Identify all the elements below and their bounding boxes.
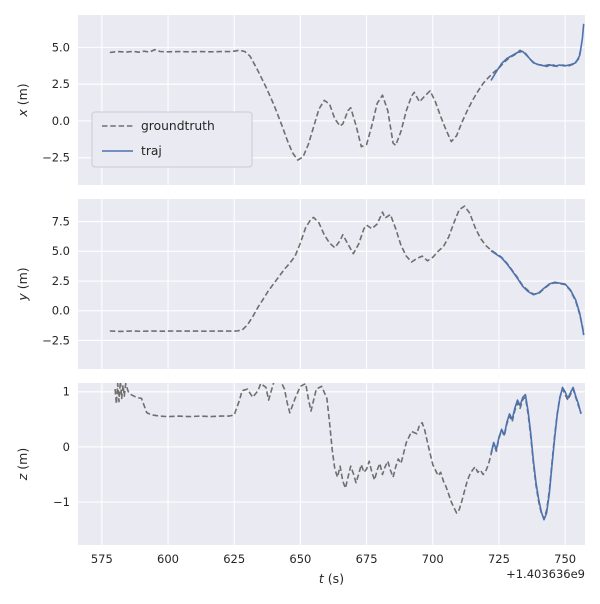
series-line-groundtruth xyxy=(114,383,582,520)
legend-label-traj: traj xyxy=(141,144,162,158)
y-tick-label: 7.5 xyxy=(52,214,70,228)
y-tick-label: 0.0 xyxy=(52,304,70,318)
x-tick-label: 650 xyxy=(289,552,311,566)
legend: groundtruth traj xyxy=(91,111,253,168)
x-tick-label: 700 xyxy=(422,552,444,566)
y-tick-label: 0.0 xyxy=(52,114,70,128)
series-line-traj xyxy=(490,386,582,521)
legend-label-groundtruth: groundtruth xyxy=(141,119,215,133)
panel-background xyxy=(78,383,585,545)
y-axis-label-x: x (m) xyxy=(15,83,30,117)
y-tick-label: 0 xyxy=(63,440,70,454)
x-tick-label: 750 xyxy=(554,552,576,566)
series-line-traj xyxy=(490,250,585,336)
x-tick-label: 575 xyxy=(91,552,113,566)
y-tick-label: 5.0 xyxy=(52,40,70,54)
y-tick-label: −2.5 xyxy=(42,151,70,165)
y-tick-label: 2.5 xyxy=(52,274,70,288)
subplot-y: 7.5 5.0 2.5 0.0 −2.5 y (m) xyxy=(15,199,585,369)
y-axis-label-y: y (m) xyxy=(15,267,30,301)
x-tick-label: 675 xyxy=(356,552,378,566)
series-line-traj xyxy=(490,23,585,81)
subplot-z: 1 0 −1 z (m) xyxy=(15,383,585,545)
panel-background xyxy=(78,199,585,369)
y-tick-label: −2.5 xyxy=(42,333,70,347)
y-tick-label: 1 xyxy=(63,385,70,399)
x-axis-offset-text: +1.403636e9 xyxy=(506,567,585,581)
x-tick-label: 625 xyxy=(223,552,245,566)
x-axis-label: t (s) xyxy=(319,571,344,586)
y-axis-label-z: z (m) xyxy=(15,448,30,481)
y-tick-label: 2.5 xyxy=(52,77,70,91)
y-tick-label: 5.0 xyxy=(52,244,70,258)
y-tick-label: −1 xyxy=(53,495,70,509)
x-tick-label: 600 xyxy=(157,552,179,566)
x-tick-label: 725 xyxy=(488,552,510,566)
